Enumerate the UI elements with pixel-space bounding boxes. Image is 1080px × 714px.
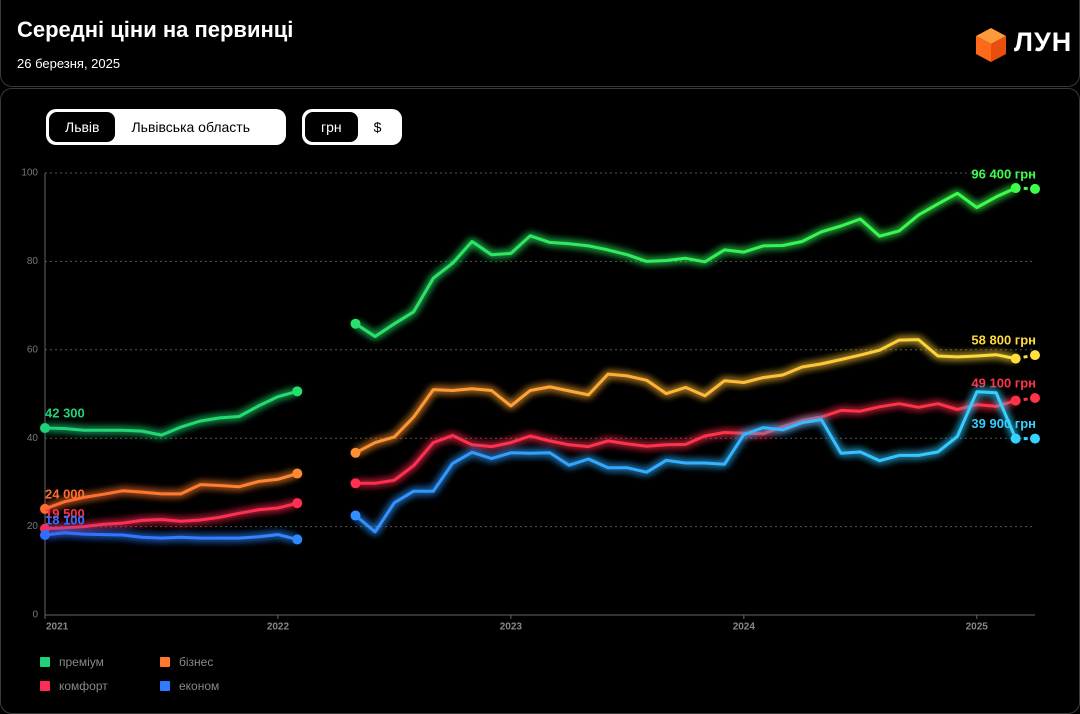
legend-label: економ bbox=[179, 679, 219, 693]
point-marker bbox=[1030, 183, 1040, 194]
point-marker bbox=[350, 447, 361, 458]
chart-card bbox=[0, 88, 1080, 714]
region-switch: Львів Львівська область bbox=[46, 109, 286, 145]
value-label: 96 400 грн bbox=[971, 166, 1036, 181]
tab[interactable]: Львівська область bbox=[131, 119, 251, 135]
value-label: 58 800 грн bbox=[971, 333, 1036, 348]
page-title: Середні ціни на первинці bbox=[17, 17, 294, 42]
tab[interactable]: грн bbox=[305, 112, 358, 142]
point-marker bbox=[350, 510, 361, 521]
x-tick-label: 2023 bbox=[500, 622, 523, 633]
header: Середні ціни на первинці 26 березня, 202… bbox=[0, 0, 1080, 87]
legend-label: бізнес bbox=[179, 655, 213, 669]
point-marker bbox=[40, 529, 50, 540]
point-marker bbox=[1030, 392, 1040, 403]
tab[interactable]: $ bbox=[373, 119, 382, 135]
point-marker bbox=[292, 498, 303, 509]
series-line bbox=[44, 399, 1017, 531]
page-date: 26 березня, 2025 bbox=[17, 56, 121, 71]
point-marker bbox=[1030, 433, 1040, 444]
point-marker bbox=[292, 468, 303, 479]
x-tick-label: 2021 bbox=[46, 622, 69, 633]
series-line bbox=[44, 186, 1017, 437]
y-tick-label: 40 bbox=[27, 433, 39, 444]
point-marker bbox=[292, 386, 303, 397]
point-marker bbox=[1010, 353, 1021, 364]
x-tick-label: 2022 bbox=[267, 622, 290, 633]
value-label: 42 300 bbox=[45, 405, 85, 420]
legend-swatch bbox=[160, 681, 170, 691]
logo-icon bbox=[976, 28, 1006, 62]
tab[interactable]: Львів bbox=[49, 112, 116, 142]
legend-label: комфорт bbox=[59, 679, 108, 693]
y-tick-label: 80 bbox=[27, 256, 39, 267]
x-tick-label: 2024 bbox=[733, 622, 756, 633]
y-tick-label: 0 bbox=[32, 610, 38, 621]
value-label: 18 100 bbox=[45, 512, 85, 527]
point-marker bbox=[40, 503, 50, 514]
point-marker bbox=[40, 423, 50, 434]
point-marker bbox=[1010, 183, 1021, 194]
legend-swatch bbox=[40, 657, 50, 667]
legend-swatch bbox=[40, 681, 50, 691]
point-marker bbox=[350, 318, 361, 329]
point-marker bbox=[1030, 350, 1040, 361]
y-tick-label: 20 bbox=[27, 521, 39, 532]
currency-switch: грн $ bbox=[302, 109, 402, 145]
y-tick-label: 100 bbox=[21, 168, 38, 179]
value-label: 39 900 грн bbox=[971, 416, 1036, 431]
value-label: 49 100 грн bbox=[971, 375, 1036, 390]
logo: ЛУН bbox=[1014, 27, 1073, 57]
legend-swatch bbox=[160, 657, 170, 667]
point-marker bbox=[292, 534, 303, 545]
value-label: 19 500 bbox=[45, 506, 85, 521]
series-line bbox=[44, 390, 1018, 541]
y-tick-label: 60 bbox=[27, 344, 39, 355]
point-marker bbox=[1010, 395, 1021, 406]
series-line bbox=[44, 338, 1016, 511]
legend-label: преміум bbox=[59, 655, 104, 669]
point-marker bbox=[350, 478, 361, 489]
point-marker bbox=[1010, 433, 1021, 444]
value-label: 24 000 bbox=[45, 486, 85, 501]
x-tick-label: 2025 bbox=[966, 622, 989, 633]
